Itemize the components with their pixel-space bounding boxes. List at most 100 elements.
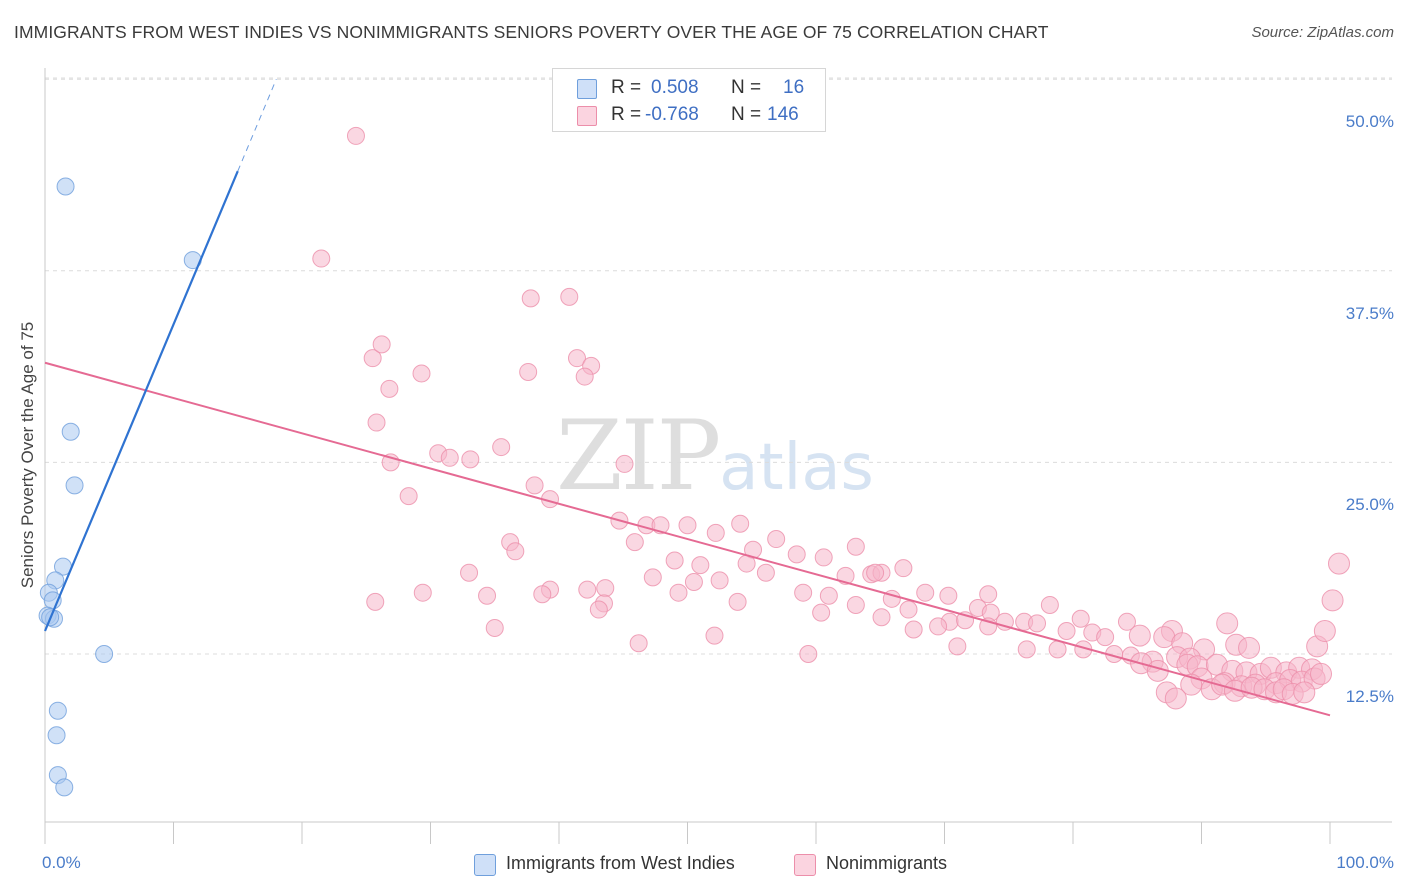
nonimmigrants-point <box>731 514 750 533</box>
y-tick-label: 50.0% <box>1345 112 1394 132</box>
nonimmigrants-point <box>846 595 865 614</box>
nonimmigrants-point <box>461 450 480 469</box>
nonimmigrants-point <box>413 583 432 602</box>
nonimmigrants-point <box>678 516 697 535</box>
nonimmigrants-point <box>1216 612 1239 635</box>
west-indies-trend-line <box>43 170 239 632</box>
nonimmigrants-point <box>899 600 918 619</box>
nonimmigrants-point <box>460 563 479 582</box>
data-points <box>38 126 1350 797</box>
nonimmigrants-point <box>615 454 634 473</box>
nonimmigrants-point <box>710 571 729 590</box>
nonimmigrants-point <box>814 548 833 567</box>
nonimmigrants-point <box>756 563 775 582</box>
bottom-legend: Immigrants from West Indies Nonimmigrant… <box>0 852 1406 878</box>
nonimmigrants-point <box>596 579 615 598</box>
nonimmigrants-point <box>412 364 431 383</box>
nonimmigrants-point <box>1071 609 1090 628</box>
legend-swatch-pink <box>794 854 816 876</box>
nonimmigrants-point <box>625 533 644 552</box>
nonimmigrants-point <box>1293 681 1316 704</box>
nonimmigrants-point <box>312 249 331 268</box>
nonimmigrants-point <box>794 583 813 602</box>
stats-swatch-blue <box>577 79 597 99</box>
nonimmigrants-point <box>525 476 544 495</box>
nonimmigrants-point <box>669 583 688 602</box>
nonimmigrants-point <box>819 586 838 605</box>
nonimmigrants-point <box>578 580 597 599</box>
legend-label: Nonimmigrants <box>826 853 948 873</box>
nonimmigrants-point <box>1048 640 1067 659</box>
nonimmigrants-point <box>1128 624 1151 647</box>
nonimmigrants-point <box>995 612 1014 631</box>
stats-r-value: -0.768 <box>645 104 699 125</box>
nonimmigrants-point <box>567 349 586 368</box>
west-indies-trend-extension <box>237 79 277 172</box>
nonimmigrants-point <box>1327 552 1350 575</box>
axes <box>44 68 1392 844</box>
nonimmigrants-point <box>939 586 958 605</box>
west-indies-point <box>56 177 75 196</box>
legend-label: Immigrants from West Indies <box>506 853 735 873</box>
nonimmigrants-point <box>521 289 540 308</box>
nonimmigrants-point <box>643 568 662 587</box>
nonimmigrants-point <box>575 367 594 386</box>
chart-title: IMMIGRANTS FROM WEST INDIES VS NONIMMIGR… <box>14 22 1049 42</box>
nonimmigrants-point <box>948 637 967 656</box>
nonimmigrants-point <box>367 413 386 432</box>
nonimmigrants-point <box>1117 612 1136 631</box>
nonimmigrants-point <box>866 563 885 582</box>
stats-swatch-pink <box>577 106 597 126</box>
nonimmigrants-point <box>706 523 725 542</box>
nonimmigrants-point <box>929 617 948 636</box>
nonimmigrants-point <box>372 335 391 354</box>
nonimmigrants-point <box>440 448 459 467</box>
nonimmigrants-point <box>894 559 913 578</box>
nonimmigrants-point <box>767 530 786 549</box>
nonimmigrants-point <box>846 537 865 556</box>
trend-lines <box>43 79 1331 717</box>
stats-r-label: R = <box>611 104 642 125</box>
nonimmigrants-point <box>629 634 648 653</box>
west-indies-point <box>61 422 80 441</box>
nonimmigrants-point <box>916 583 935 602</box>
nonimmigrants-point <box>684 572 703 591</box>
nonimmigrants-point <box>1028 614 1047 633</box>
nonimmigrants-point <box>363 349 382 368</box>
nonimmigrants-point <box>589 600 608 619</box>
nonimmigrants-point <box>366 592 385 611</box>
nonimmigrants-point <box>691 556 710 575</box>
y-tick-label: 12.5% <box>1345 687 1394 706</box>
nonimmigrants-point <box>799 645 818 663</box>
nonimmigrants-point <box>492 438 511 457</box>
nonimmigrants-point <box>812 603 831 622</box>
nonimmigrants-point <box>1057 622 1076 641</box>
nonimmigrants-point <box>1238 636 1261 659</box>
stats-n-value: 16 <box>783 77 805 98</box>
y-tick-label: 37.5% <box>1345 303 1394 323</box>
correlation-stats-box: R = 0.508 N = 16 R = -0.768 N = 146 <box>552 68 826 132</box>
nonimmigrants-point <box>1310 662 1333 685</box>
nonimmigrants-trend-line <box>44 361 1331 717</box>
nonimmigrants-point <box>399 487 418 506</box>
nonimmigrants-point <box>872 608 891 627</box>
nonimmigrants-point <box>533 585 552 604</box>
legend-swatch-blue <box>474 854 496 876</box>
nonimmigrants-point <box>836 566 855 585</box>
nonimmigrants-point <box>1040 595 1059 614</box>
nonimmigrants-point <box>506 542 525 561</box>
nonimmigrants-point <box>519 362 538 381</box>
grid-lines <box>45 77 1392 655</box>
nonimmigrants-point <box>478 586 497 605</box>
y-axis-label: Seniors Poverty Over the Age of 75 <box>18 321 37 589</box>
x-tick-label: 100.0% <box>1336 853 1394 872</box>
west-indies-point <box>95 645 114 663</box>
nonimmigrants-point <box>728 592 747 611</box>
nonimmigrants-point <box>787 545 806 564</box>
nonimmigrants-point <box>979 585 998 604</box>
stats-n-label: N = <box>731 77 762 98</box>
nonimmigrants-point <box>1017 640 1036 659</box>
nonimmigrants-point <box>1321 589 1344 612</box>
stats-r-value: 0.508 <box>651 77 699 98</box>
